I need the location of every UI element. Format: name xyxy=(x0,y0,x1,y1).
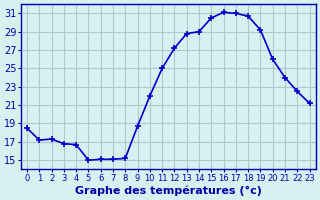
X-axis label: Graphe des températures (°c): Graphe des températures (°c) xyxy=(75,185,262,196)
